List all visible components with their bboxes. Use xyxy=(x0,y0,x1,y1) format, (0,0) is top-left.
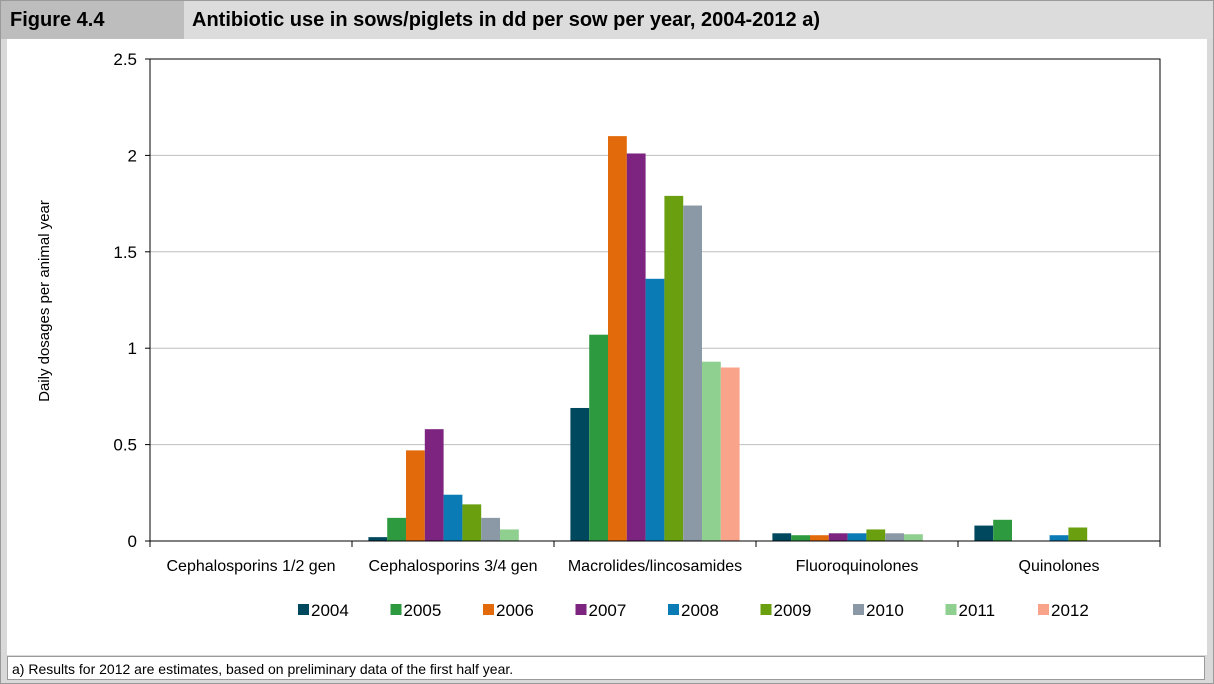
bar xyxy=(387,517,406,541)
x-tick-label: Cephalosporins 1/2 gen xyxy=(166,558,335,575)
bar xyxy=(702,361,721,541)
y-tick-label: 1.5 xyxy=(113,243,137,262)
bar xyxy=(974,525,994,541)
figure-header: Figure 4.4 Antibiotic use in sows/piglet… xyxy=(1,1,1213,39)
legend-swatch xyxy=(298,604,309,615)
axes: 0 0.5 1 1.5 2 2.5 Cephalosporins 1/2 gen Cephal… xyxy=(113,50,1161,575)
legend-swatch xyxy=(390,604,402,615)
legend-swatch xyxy=(760,604,772,615)
bar xyxy=(904,534,923,541)
bar xyxy=(424,429,444,541)
legend-label: 2004 xyxy=(311,601,349,620)
bar xyxy=(645,278,665,541)
y-axis-label: Daily dosages per animal year xyxy=(36,200,53,402)
legend-label: 2012 xyxy=(1051,601,1089,620)
bar xyxy=(589,334,608,541)
bar xyxy=(828,533,848,541)
bar xyxy=(481,517,500,541)
figure-title: Antibiotic use in sows/piglets in dd per… xyxy=(184,1,1213,39)
legend-swatch xyxy=(575,604,587,615)
legend: 2004 2005 2006 2007 2008 2009 2010 2011 2012 xyxy=(298,601,1089,620)
figure-label: Figure 4.4 xyxy=(1,1,184,39)
legend-label: 2008 xyxy=(681,601,719,620)
bar xyxy=(866,529,886,541)
y-tick-label: 2.5 xyxy=(113,50,137,69)
y-tick-label: 1 xyxy=(128,339,137,358)
bar xyxy=(1068,527,1088,541)
bars xyxy=(368,136,1088,542)
x-tick-label: Cephalosporins 3/4 gen xyxy=(368,558,537,575)
y-tick-label: 0 xyxy=(128,532,137,551)
bar xyxy=(810,535,829,541)
bar xyxy=(1049,535,1069,541)
bar xyxy=(791,535,810,541)
bar xyxy=(847,533,867,541)
legend-label: 2011 xyxy=(959,601,996,620)
bar-chart: 0 0.5 1 1.5 2 2.5 Cephalosporins 1/2 gen Cephal… xyxy=(36,50,1161,620)
right-border xyxy=(1207,39,1213,655)
legend-swatch xyxy=(668,604,679,615)
legend-swatch xyxy=(1038,604,1049,615)
bar xyxy=(993,519,1012,541)
plot-border xyxy=(149,58,1161,542)
footnote-area: a) Results for 2012 are estimates, based… xyxy=(1,655,1213,683)
bar xyxy=(683,205,702,541)
x-tick-label: Macrolides/lincosamides xyxy=(568,558,742,575)
legend-label: 2009 xyxy=(774,601,812,620)
footnote: a) Results for 2012 are estimates, based… xyxy=(7,656,1205,680)
legend-swatch xyxy=(853,604,864,615)
bar xyxy=(885,533,904,541)
legend-label: 2006 xyxy=(496,601,534,620)
bar xyxy=(443,494,463,541)
bar xyxy=(626,153,646,542)
bar xyxy=(406,450,425,541)
bar xyxy=(500,529,519,541)
legend-label: 2010 xyxy=(866,601,904,620)
legend-swatch xyxy=(945,604,957,615)
left-border xyxy=(1,39,7,655)
legend-label: 2007 xyxy=(589,601,627,620)
bar xyxy=(608,136,627,541)
bar xyxy=(462,504,482,541)
bar xyxy=(570,407,590,541)
legend-label: 2005 xyxy=(404,601,442,620)
legend-swatch xyxy=(483,604,494,615)
bar xyxy=(772,533,792,541)
x-tick-label: Quinolones xyxy=(1019,558,1100,575)
bar xyxy=(720,367,740,541)
bar xyxy=(368,537,388,541)
y-tick-label: 2 xyxy=(128,146,137,165)
x-tick-label: Fluoroquinolones xyxy=(796,558,919,575)
y-tick-label: 0.5 xyxy=(113,436,137,455)
bar xyxy=(664,195,684,541)
